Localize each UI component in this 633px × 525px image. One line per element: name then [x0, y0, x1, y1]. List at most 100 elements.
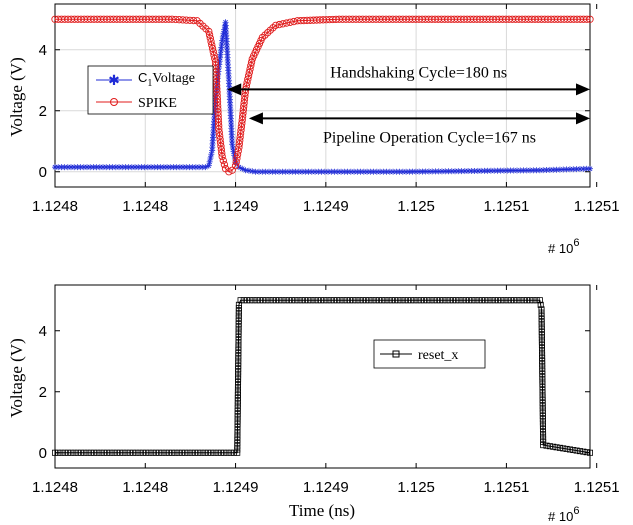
y-ticks-bottom: 0 2 4: [39, 323, 590, 462]
series-point: [91, 449, 98, 456]
y-tick-label: 4: [39, 42, 47, 59]
legend-label-c1voltage: C1Voltage: [138, 70, 195, 89]
series-point: [234, 446, 241, 453]
series-point: [382, 297, 389, 304]
series-point: [221, 449, 228, 456]
series-point: [576, 448, 583, 455]
series-point: [216, 132, 224, 140]
series-line-spike: [55, 18, 590, 173]
series-point: [301, 297, 308, 304]
series-point: [225, 168, 233, 176]
series-point: [498, 297, 505, 304]
series-point: [235, 314, 242, 321]
series-point: [236, 133, 244, 141]
series-point: [182, 16, 191, 24]
series-point: [219, 156, 227, 165]
series-point: [234, 395, 241, 402]
series-point: [346, 297, 353, 304]
series-point: [379, 297, 386, 304]
series-point: [539, 367, 546, 374]
series-point: [340, 297, 347, 304]
series-point: [269, 297, 276, 304]
series-point: [81, 449, 88, 456]
series-point: [229, 144, 236, 151]
series-point: [235, 359, 242, 366]
x-tick-label: 1.1251: [483, 479, 529, 496]
series-point: [146, 449, 153, 456]
series-point: [235, 308, 242, 315]
series-point: [195, 449, 202, 456]
series-point: [235, 324, 242, 331]
series-point: [107, 449, 114, 456]
y-ticks-top: 0 2 4: [39, 42, 590, 181]
series-point: [539, 351, 546, 358]
series-point: [540, 438, 547, 445]
series-point: [235, 372, 242, 379]
series-point: [208, 449, 215, 456]
series-point: [234, 147, 242, 155]
annotation-arrow-2: [248, 112, 590, 125]
series-point: [539, 354, 546, 361]
series-point: [234, 430, 241, 437]
series-point: [356, 297, 363, 304]
series-point: [235, 143, 243, 152]
series-point: [100, 449, 107, 456]
annotations-top: Handshaking Cycle=180 ns Pipeline Operati…: [227, 64, 590, 146]
series-point: [261, 31, 269, 39]
series-point: [538, 345, 545, 352]
series-point: [539, 393, 546, 400]
series-point: [217, 449, 224, 456]
series-point: [539, 361, 546, 368]
series-point: [253, 297, 260, 304]
series-point: [314, 297, 321, 304]
series-point: [462, 297, 469, 304]
series-point: [234, 411, 241, 418]
series-point: [298, 297, 305, 304]
series-point: [216, 139, 225, 147]
series-point: [239, 109, 247, 117]
series-point: [234, 436, 241, 443]
series-point: [546, 443, 553, 450]
series-point: [235, 330, 242, 337]
series-point: [233, 154, 241, 162]
series-point: [321, 297, 328, 304]
series-point: [149, 449, 156, 456]
series-point: [236, 129, 245, 138]
series-point: [587, 165, 593, 172]
series-point: [495, 297, 502, 304]
series-point: [87, 449, 94, 456]
series-point: [198, 449, 205, 456]
series-point: [211, 54, 219, 63]
series-point: [540, 435, 547, 442]
series-point: [84, 449, 91, 456]
series-point: [395, 297, 402, 304]
legend-bottom: reset_x: [373, 339, 486, 369]
series-point: [538, 341, 545, 348]
series-point: [570, 447, 577, 454]
series-point: [235, 337, 242, 344]
series-point: [482, 297, 489, 304]
series-point: [235, 346, 242, 353]
series-point: [485, 297, 492, 304]
series-point: [217, 142, 225, 150]
series-point: [244, 297, 251, 304]
series-point: [539, 403, 546, 410]
series-point: [427, 297, 434, 304]
series-point: [511, 297, 518, 304]
series-point: [201, 449, 208, 456]
series-point: [233, 151, 242, 159]
series-point: [417, 297, 424, 304]
series-point: [533, 297, 540, 304]
series-point: [430, 297, 437, 304]
chart-top: Handshaking Cycle=180 ns Pipeline Operati…: [7, 3, 620, 256]
series-point: [179, 16, 187, 24]
series-point: [539, 383, 546, 390]
x-tick-label: 1.1249: [213, 198, 259, 215]
series-point: [538, 319, 545, 326]
series-point: [78, 449, 85, 456]
series-point: [279, 20, 287, 28]
series-point: [232, 158, 240, 166]
series-point: [392, 297, 399, 304]
series-point: [227, 449, 234, 456]
series-point: [241, 92, 249, 100]
